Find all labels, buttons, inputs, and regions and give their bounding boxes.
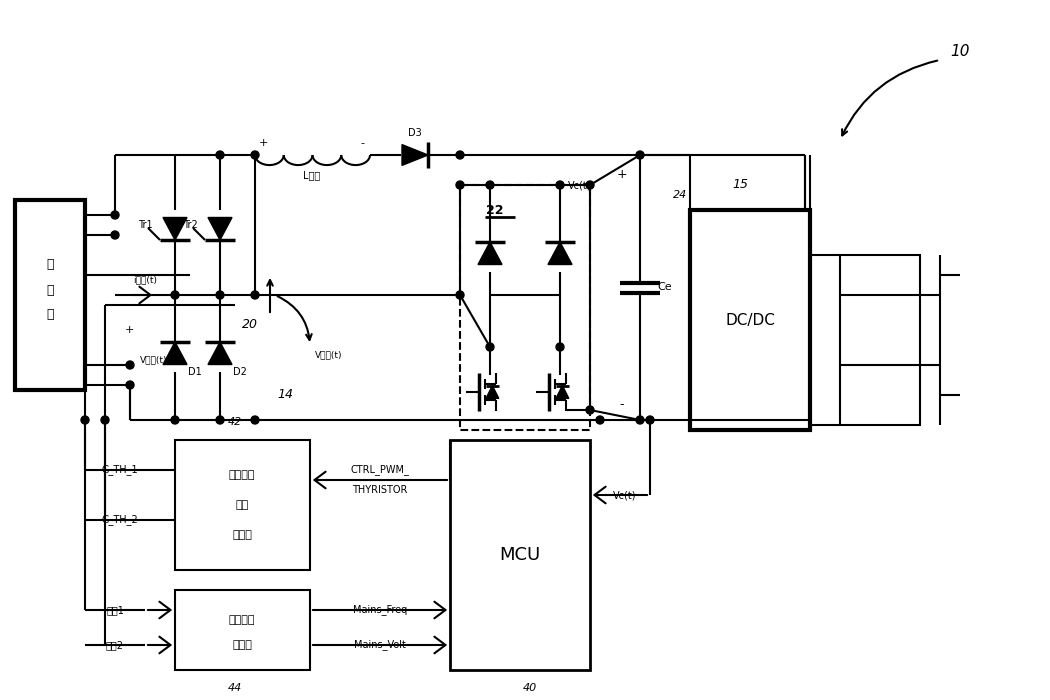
Circle shape xyxy=(101,416,109,424)
Text: G_TH_2: G_TH_2 xyxy=(102,514,139,526)
Circle shape xyxy=(486,181,494,189)
Polygon shape xyxy=(208,218,232,240)
Circle shape xyxy=(636,151,644,159)
Circle shape xyxy=(216,151,224,159)
Text: -: - xyxy=(360,138,364,148)
Circle shape xyxy=(81,416,89,424)
Polygon shape xyxy=(402,145,428,165)
Text: 晶闸管的: 晶闸管的 xyxy=(229,470,255,480)
Text: Mains_Freq: Mains_Freq xyxy=(353,605,407,615)
Polygon shape xyxy=(163,218,187,240)
Text: 44: 44 xyxy=(228,683,243,693)
Text: 10: 10 xyxy=(950,45,970,60)
Text: V输入(t): V输入(t) xyxy=(140,356,168,365)
Text: 15: 15 xyxy=(732,178,748,192)
Text: 电: 电 xyxy=(46,258,54,272)
Circle shape xyxy=(596,416,604,424)
Text: 栅极: 栅极 xyxy=(235,500,249,510)
Polygon shape xyxy=(548,242,572,265)
Circle shape xyxy=(251,151,259,159)
Text: Tr1: Tr1 xyxy=(139,220,153,230)
Circle shape xyxy=(456,151,464,159)
Text: D3: D3 xyxy=(408,128,422,138)
Text: G_TH_1: G_TH_1 xyxy=(102,465,139,475)
Text: V输出(t): V输出(t) xyxy=(315,351,342,360)
Text: 40: 40 xyxy=(523,683,538,693)
Circle shape xyxy=(556,181,564,189)
Text: CTRL_PWM_: CTRL_PWM_ xyxy=(351,465,410,475)
Text: +: + xyxy=(616,169,627,181)
Circle shape xyxy=(126,381,134,389)
Circle shape xyxy=(556,343,564,351)
Text: Vc(t): Vc(t) xyxy=(568,180,592,190)
Circle shape xyxy=(586,181,594,189)
Circle shape xyxy=(456,181,464,189)
Circle shape xyxy=(586,406,594,414)
Circle shape xyxy=(486,343,494,351)
Text: 波: 波 xyxy=(46,284,54,297)
Bar xyxy=(15,200,85,390)
Circle shape xyxy=(216,291,224,299)
Text: +: + xyxy=(125,325,134,335)
Text: Tr2: Tr2 xyxy=(184,220,198,230)
Bar xyxy=(690,210,810,430)
Circle shape xyxy=(126,361,134,369)
Text: MCU: MCU xyxy=(500,546,541,564)
Circle shape xyxy=(171,416,178,424)
Text: 器: 器 xyxy=(46,309,54,321)
Text: Mains_Volt: Mains_Volt xyxy=(354,640,406,650)
Bar xyxy=(175,590,310,670)
Text: D1: D1 xyxy=(188,367,202,377)
Text: 42: 42 xyxy=(228,417,243,427)
Text: -: - xyxy=(620,398,625,412)
Text: -: - xyxy=(125,380,129,390)
Text: 线路2: 线路2 xyxy=(106,640,124,650)
Bar xyxy=(840,255,920,425)
Circle shape xyxy=(251,416,259,424)
Text: 线路1: 线路1 xyxy=(106,605,124,615)
Circle shape xyxy=(636,416,644,424)
Circle shape xyxy=(251,291,259,299)
Circle shape xyxy=(216,416,224,424)
Text: THYRISTOR: THYRISTOR xyxy=(353,485,407,495)
Polygon shape xyxy=(556,386,569,398)
Polygon shape xyxy=(208,342,232,365)
Circle shape xyxy=(111,211,119,219)
Bar xyxy=(460,185,590,430)
Text: DC/DC: DC/DC xyxy=(726,312,775,328)
Text: i输入(t): i输入(t) xyxy=(133,276,158,284)
Text: D2: D2 xyxy=(233,367,247,377)
Bar xyxy=(450,440,590,670)
Polygon shape xyxy=(163,342,187,365)
Polygon shape xyxy=(486,386,499,398)
Text: L升压: L升压 xyxy=(303,170,320,180)
Circle shape xyxy=(456,291,464,299)
Bar xyxy=(175,440,310,570)
Text: 20: 20 xyxy=(242,318,258,332)
Circle shape xyxy=(111,231,119,239)
Circle shape xyxy=(171,291,178,299)
Circle shape xyxy=(646,416,654,424)
Text: 国内网络: 国内网络 xyxy=(229,615,255,625)
Text: Ce: Ce xyxy=(657,282,672,292)
Polygon shape xyxy=(478,242,502,265)
Text: Vc(t): Vc(t) xyxy=(613,490,636,500)
Text: 驱动器: 驱动器 xyxy=(232,530,252,540)
Text: 22: 22 xyxy=(486,204,504,216)
Text: 24: 24 xyxy=(673,190,687,200)
Text: 检测器: 检测器 xyxy=(232,640,252,650)
Text: +: + xyxy=(258,138,268,148)
Text: 14: 14 xyxy=(277,389,293,402)
